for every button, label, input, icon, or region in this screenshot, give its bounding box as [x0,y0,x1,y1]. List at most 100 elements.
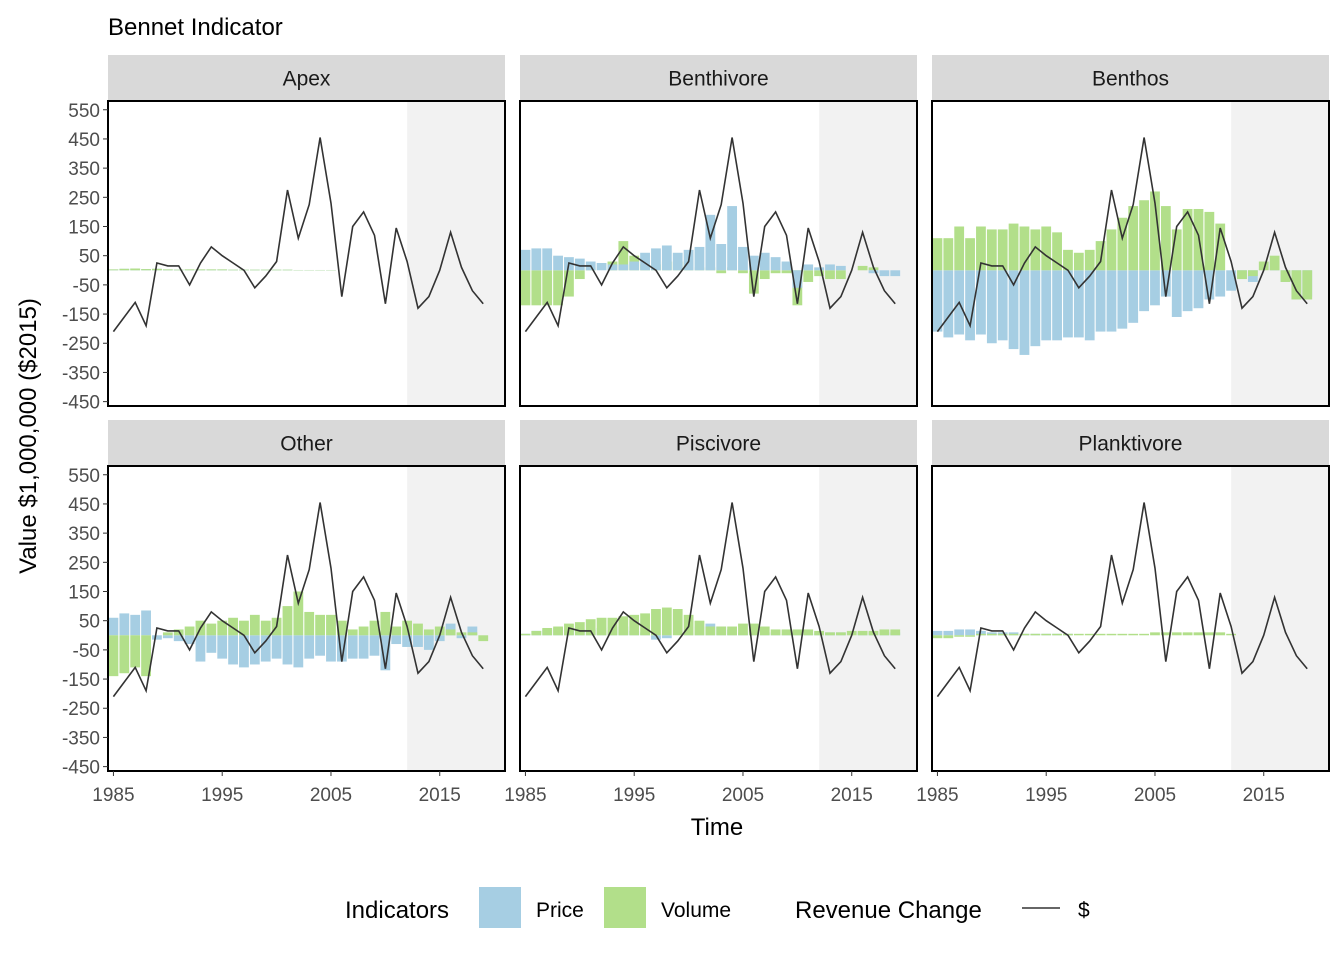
volume-bar [933,635,943,638]
x-tick-label: 1985 [92,785,134,806]
price-bar [965,629,975,635]
price-bar [1194,270,1204,308]
price-bar [119,613,129,635]
volume-bar [1194,632,1204,635]
volume-bar [152,269,162,270]
price-bar [109,618,119,636]
volume-bar [782,270,792,273]
price-bar [304,635,314,658]
volume-bar [283,606,293,635]
x-tick-label: 1995 [613,785,655,806]
x-tick-label: 2005 [310,785,352,806]
price-bar [1052,270,1062,340]
price-bar [424,635,434,650]
price-bar [1107,270,1117,331]
y-tick-label: 550 [68,101,100,122]
volume-bar [424,629,434,635]
x-tick-label: 2005 [1134,785,1176,806]
volume-bar [163,632,173,635]
volume-bar [727,627,737,636]
volume-bar [1009,634,1019,635]
volume-bar [1096,634,1106,635]
volume-bar [521,634,531,635]
volume-bar [1204,212,1214,270]
volume-bar [695,621,705,636]
price-bar [1074,270,1084,337]
volume-bar [250,615,260,635]
volume-bar [542,628,552,635]
legend-price-key [479,887,521,928]
volume-bar [597,618,607,636]
price-bar [1215,270,1225,296]
volume-bar [976,634,986,635]
y-tick-label: -50 [73,276,100,297]
y-tick-label: 450 [68,130,100,151]
price-bar [771,257,781,270]
y-tick-label: -250 [62,334,100,355]
price-bar [890,270,900,276]
volume-bar [391,627,401,636]
volume-bar [359,627,369,636]
price-bar [943,270,953,337]
volume-bar [1204,632,1214,635]
volume-bar [586,619,596,635]
volume-bar [640,613,650,635]
price-bar [1041,270,1051,340]
legend-volume-key [604,887,646,928]
price-bar [1172,270,1182,317]
price-bar [457,635,467,638]
price-bar [1150,270,1160,305]
volume-bar [673,609,683,635]
panel-strip-label: Planktivore [1079,433,1183,456]
volume-bar [250,270,260,271]
volume-bar [304,612,314,635]
volume-bar [998,229,1008,270]
volume-bar [760,627,770,636]
forecast-shaded-region [819,101,917,406]
volume-bar [608,618,618,636]
forecast-shaded-region [1231,466,1329,771]
legend: Indicators Price Volume Revenue Change $ [345,887,1090,928]
forecast-shaded-region [1231,101,1329,406]
price-bar [879,270,889,276]
panel-strip-label: Other [280,433,333,456]
chart-title: Bennet Indicator [108,14,283,41]
price-bar [261,635,271,661]
price-bar [987,270,997,343]
price-bar [1117,270,1127,328]
volume-bar [185,269,195,270]
price-bar [943,631,953,635]
x-tick-label: 1995 [201,785,243,806]
price-bar [803,264,813,270]
volume-bar [109,635,119,676]
price-bar [814,267,824,270]
price-bar [825,264,835,270]
volume-bar [651,609,661,635]
price-bar [933,631,943,635]
price-bar [998,270,1008,340]
volume-bar [943,238,953,270]
price-bar [413,635,423,647]
price-bar [217,635,227,658]
volume-bar [1107,634,1117,635]
x-tick-label: 1985 [916,785,958,806]
volume-bar [618,616,628,635]
volume-bar [575,622,585,635]
y-tick-label: -50 [73,641,100,662]
y-tick-label: -450 [62,393,100,414]
price-bar [933,270,943,331]
volume-bar [185,627,195,636]
price-bar [326,635,336,661]
volume-bar [272,270,282,271]
volume-bar [987,634,997,635]
legend-indicators-title: Indicators [345,897,449,924]
price-bar [695,247,705,270]
volume-bar [662,608,672,636]
panel-strip-label: Piscivore [676,433,761,456]
volume-bar [348,629,358,635]
y-tick-label: 150 [68,218,100,239]
volume-bar [130,635,140,667]
